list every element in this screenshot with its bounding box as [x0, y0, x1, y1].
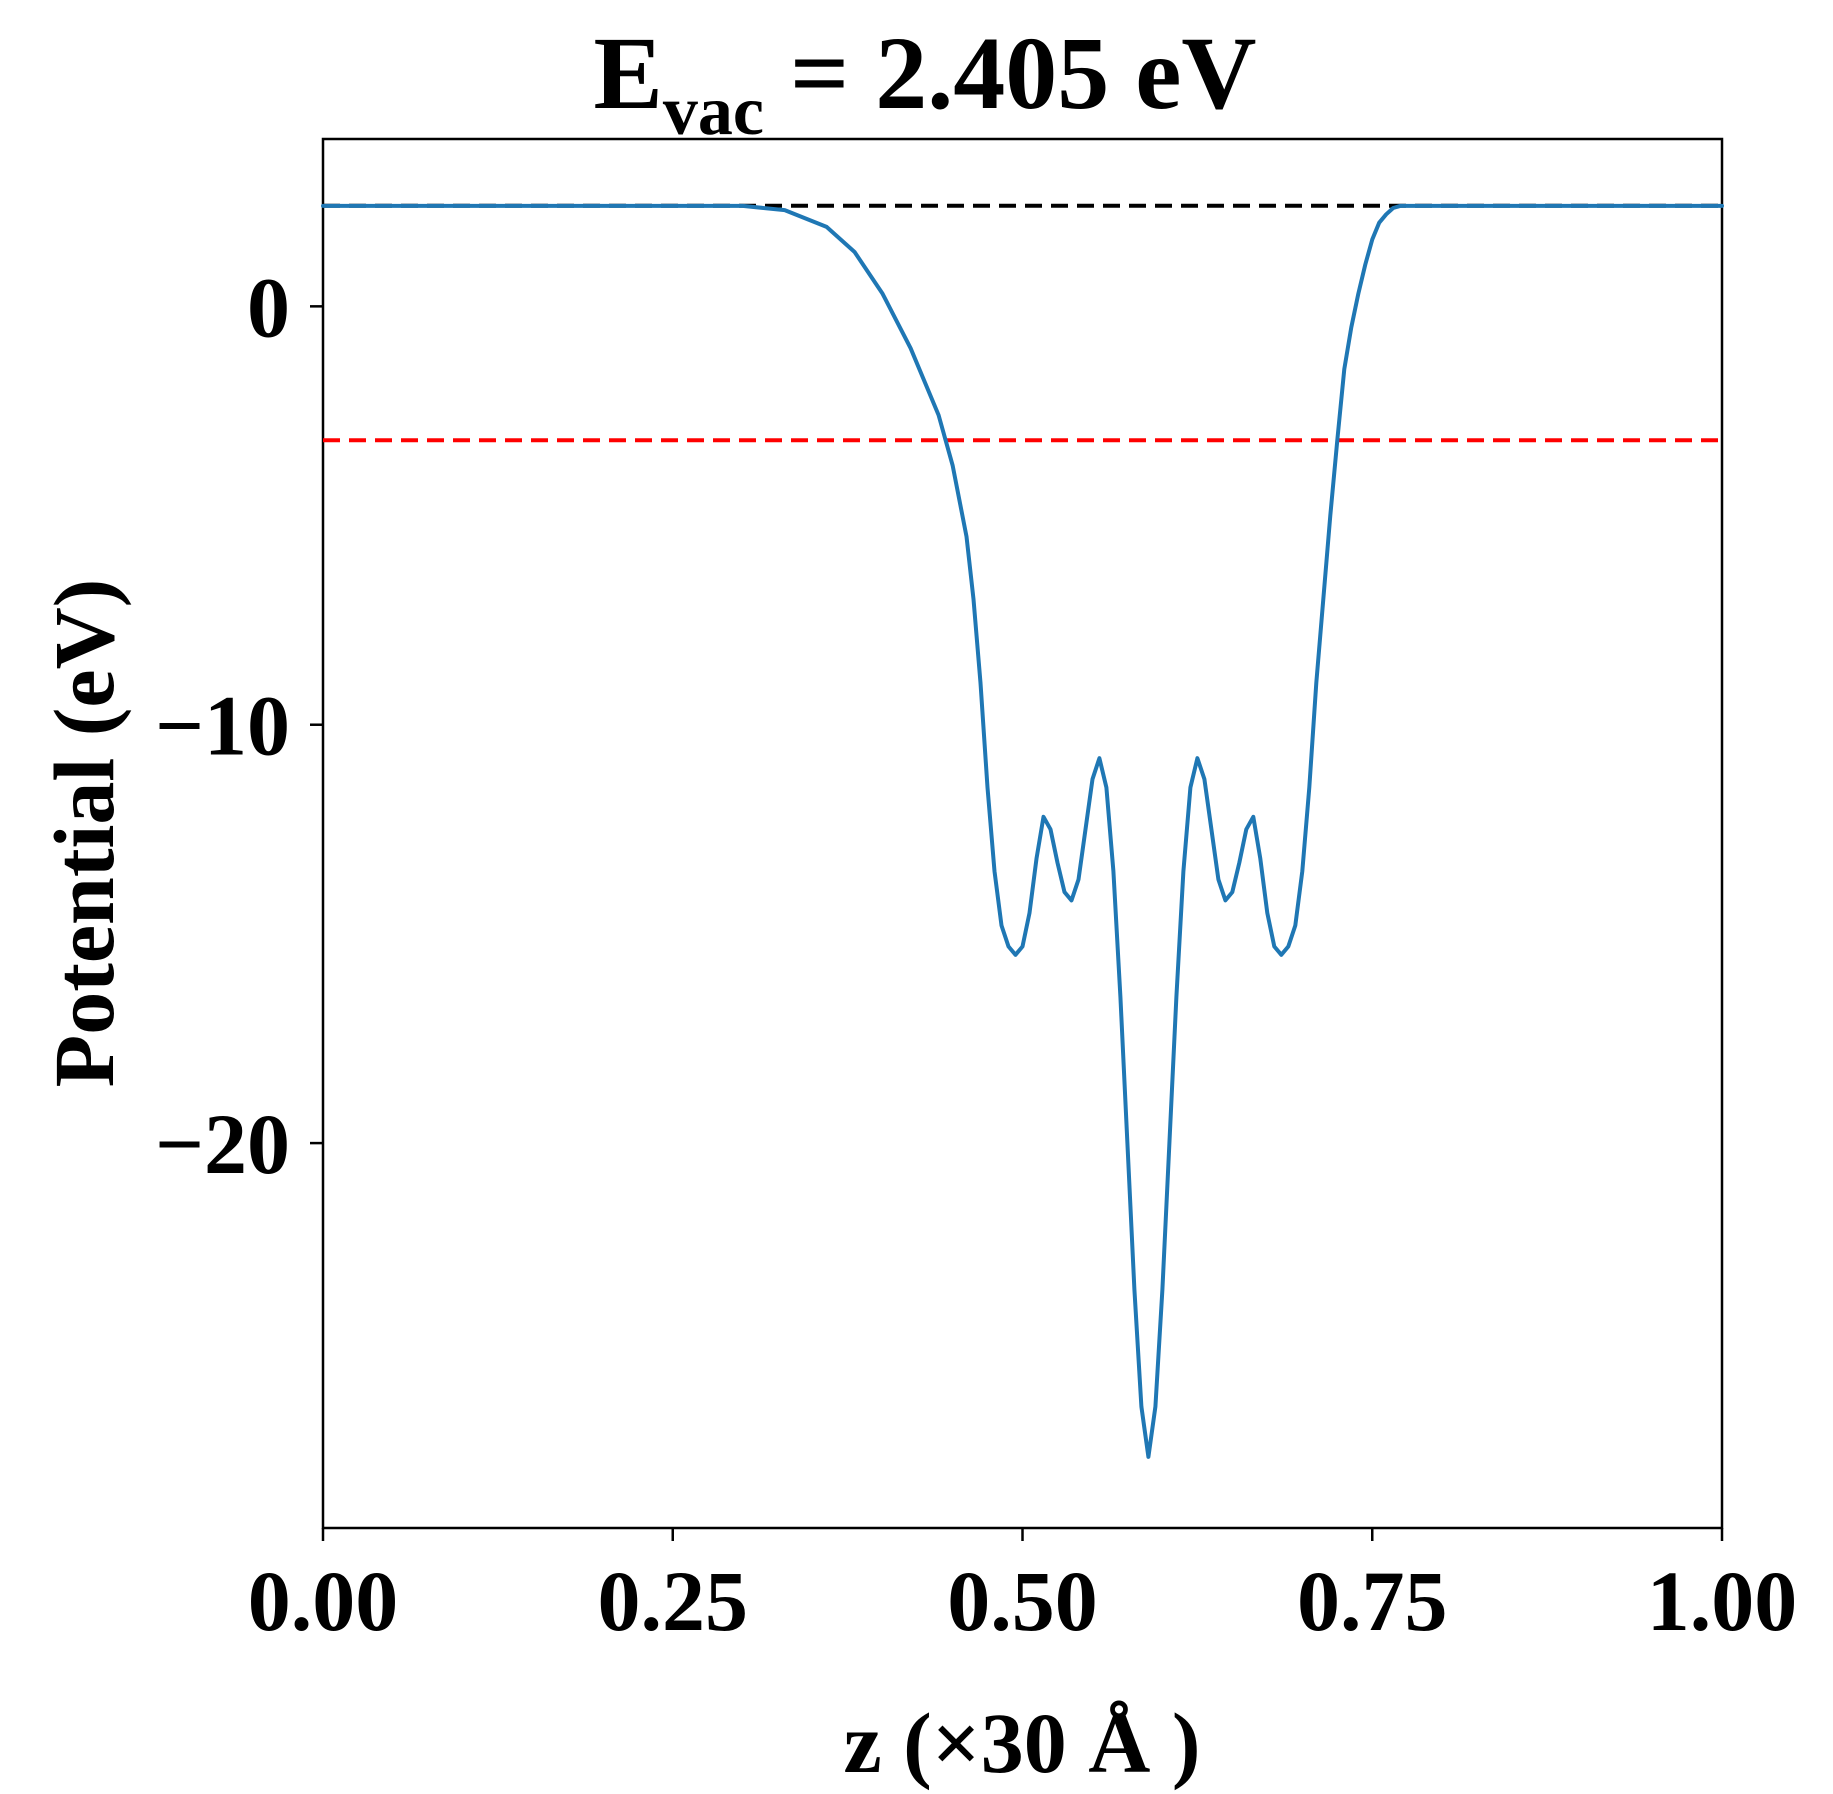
x-tick-label: 0.75	[1297, 1553, 1448, 1649]
plot-frame	[321, 137, 1724, 1530]
chart-title-rest: = 2.405 eV	[764, 16, 1257, 131]
chart-title-main: E	[594, 16, 663, 131]
y-axis-ticks: 0 −10 −20	[155, 259, 323, 1192]
y-tick-label: −20	[155, 1096, 290, 1192]
x-axis-label: z (×30 Å )	[843, 1695, 1200, 1791]
x-axis-ticks: 0.00 0.25 0.50 0.75 1.00	[248, 1528, 1798, 1649]
x-tick-label: 0.00	[248, 1553, 399, 1649]
chart-title: Evac = 2.405 eV	[594, 16, 1257, 150]
reference-lines	[323, 203, 1722, 443]
chart-title-subscript: vac	[663, 73, 764, 150]
y-tick-label: 0	[247, 259, 290, 355]
y-tick-label: −10	[155, 678, 290, 774]
x-tick-label: 1.00	[1647, 1553, 1798, 1649]
potential-series-line	[321, 203, 1724, 1459]
x-tick-label: 0.50	[947, 1553, 1098, 1649]
series-layer	[321, 203, 1724, 1459]
y-axis-label: Potential (eV)	[36, 579, 132, 1088]
x-tick-label: 0.25	[598, 1553, 749, 1649]
